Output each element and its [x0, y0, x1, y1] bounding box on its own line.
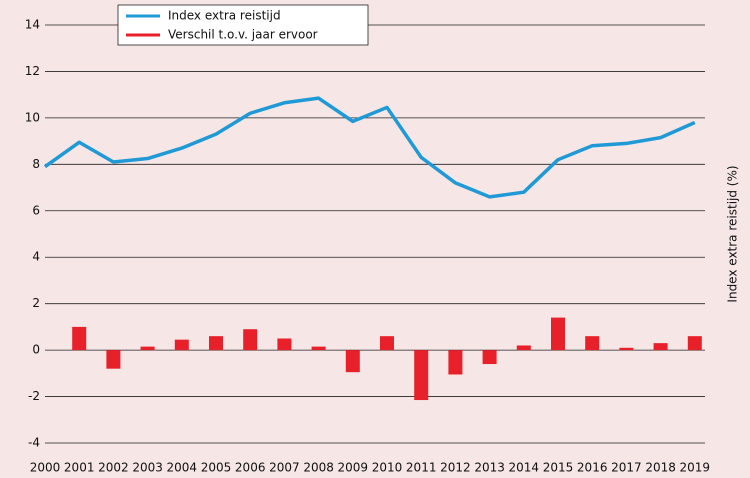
bar: [209, 336, 223, 351]
y-axis-label: Index extra reistijd (%): [726, 165, 740, 302]
bar: [106, 350, 121, 369]
bar: [653, 343, 668, 351]
y-tick-label: 10: [25, 110, 40, 124]
y-tick-label: 8: [32, 157, 40, 171]
x-tick-label: 2010: [372, 461, 403, 475]
x-tick-label: 2018: [645, 461, 676, 475]
x-tick-label: 2004: [167, 461, 198, 475]
bar: [380, 336, 394, 351]
y-tick-label: 0: [32, 343, 40, 357]
x-tick-label: 2012: [440, 461, 471, 475]
y-tick-label: 6: [32, 203, 40, 217]
legend-label: Verschil t.o.v. jaar ervoor: [168, 28, 318, 42]
bar: [414, 350, 429, 401]
bar: [551, 317, 565, 351]
bar: [243, 329, 258, 351]
bar: [277, 338, 292, 351]
x-tick-label: 2013: [474, 461, 505, 475]
x-tick-label: 2014: [509, 461, 540, 475]
x-tick-label: 2006: [235, 461, 266, 475]
x-tick-label: 2000: [30, 461, 61, 475]
y-tick-label: 4: [32, 250, 40, 264]
legend-label: Index extra reistijd: [168, 9, 281, 23]
bar: [311, 346, 326, 351]
x-tick-label: 2007: [269, 461, 300, 475]
y-tick-label: 2: [32, 296, 40, 310]
x-tick-label: 2005: [201, 461, 232, 475]
bar: [687, 336, 702, 351]
bar: [140, 346, 155, 351]
y-tick-label: -4: [28, 436, 40, 450]
bar: [585, 336, 600, 351]
x-tick-label: 2017: [611, 461, 642, 475]
y-tick-label: 12: [25, 64, 40, 78]
x-tick-label: 2002: [98, 461, 129, 475]
x-tick-label: 2019: [680, 461, 711, 475]
legend-box: [117, 4, 369, 46]
x-tick-label: 2016: [577, 461, 608, 475]
x-tick-label: 2003: [132, 461, 163, 475]
y-tick-label: -2: [28, 389, 40, 403]
bar: [174, 339, 189, 351]
bar: [619, 347, 634, 351]
x-tick-label: 2008: [303, 461, 334, 475]
bar: [482, 350, 497, 365]
bar: [345, 350, 360, 373]
bar: [72, 326, 87, 351]
y-tick-label: 14: [25, 18, 40, 32]
bar: [448, 350, 463, 375]
x-tick-label: 2015: [543, 461, 574, 475]
x-tick-label: 2001: [64, 461, 95, 475]
bar: [516, 345, 531, 351]
x-tick-label: 2011: [406, 461, 437, 475]
x-tick-label: 2009: [338, 461, 369, 475]
line: [43, 96, 696, 199]
